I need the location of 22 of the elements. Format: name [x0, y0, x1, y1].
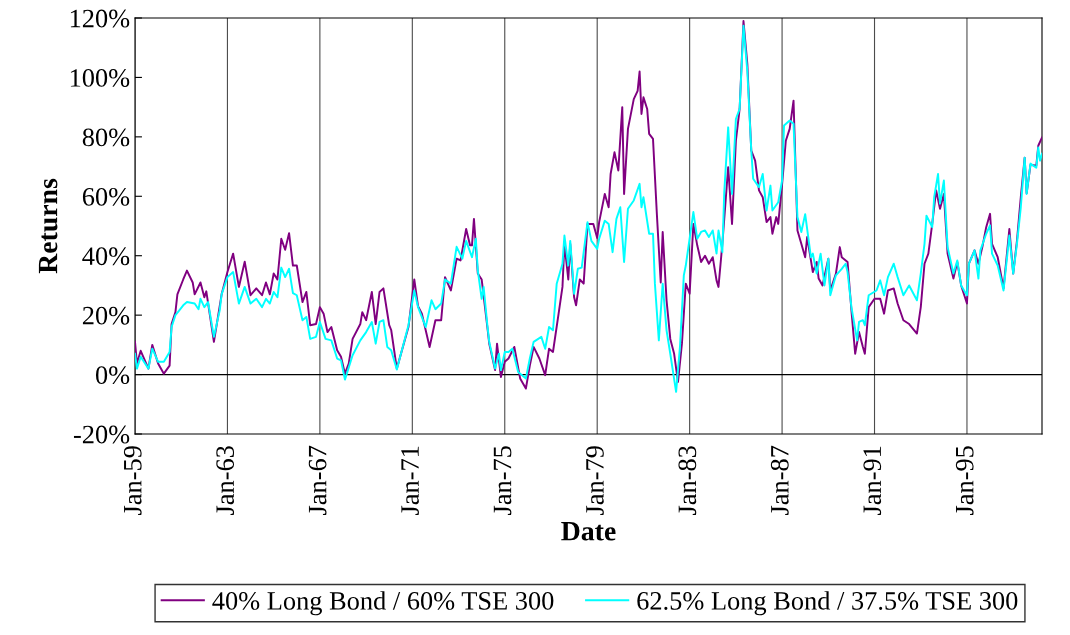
x-tick-label: Jan-59 — [123, 446, 142, 515]
y-tick-label: 120% — [70, 9, 130, 28]
x-tick-label: Jan-67 — [308, 445, 327, 515]
y-tick-label: 0% — [95, 366, 130, 385]
x-tick-label: Jan-87 — [770, 445, 789, 515]
y-axis-title: Returns — [38, 178, 58, 274]
y-tick-label: 20% — [82, 306, 130, 325]
legend-label: 40% Long Bond / 60% TSE 300 — [212, 591, 554, 616]
x-tick-label: Jan-91 — [863, 446, 882, 515]
y-tick-label: 80% — [82, 128, 130, 147]
y-tick-label: -20% — [73, 425, 130, 444]
x-tick-label: Jan-79 — [586, 446, 604, 515]
x-axis-title: Date — [561, 522, 616, 541]
x-tick-label: Jan-75 — [493, 446, 512, 515]
y-tick-label: 60% — [82, 187, 130, 206]
legend-label: 62.5% Long Bond / 37.5% TSE 300 — [637, 591, 1018, 616]
y-tick-label: 40% — [82, 247, 130, 266]
y-tick-label: 100% — [70, 69, 130, 87]
x-tick-label: Jan-71 — [401, 446, 419, 515]
x-tick-label: Jan-95 — [955, 446, 974, 515]
x-tick-label: Jan-63 — [216, 446, 235, 515]
x-tick-label: Jan-83 — [678, 446, 697, 515]
